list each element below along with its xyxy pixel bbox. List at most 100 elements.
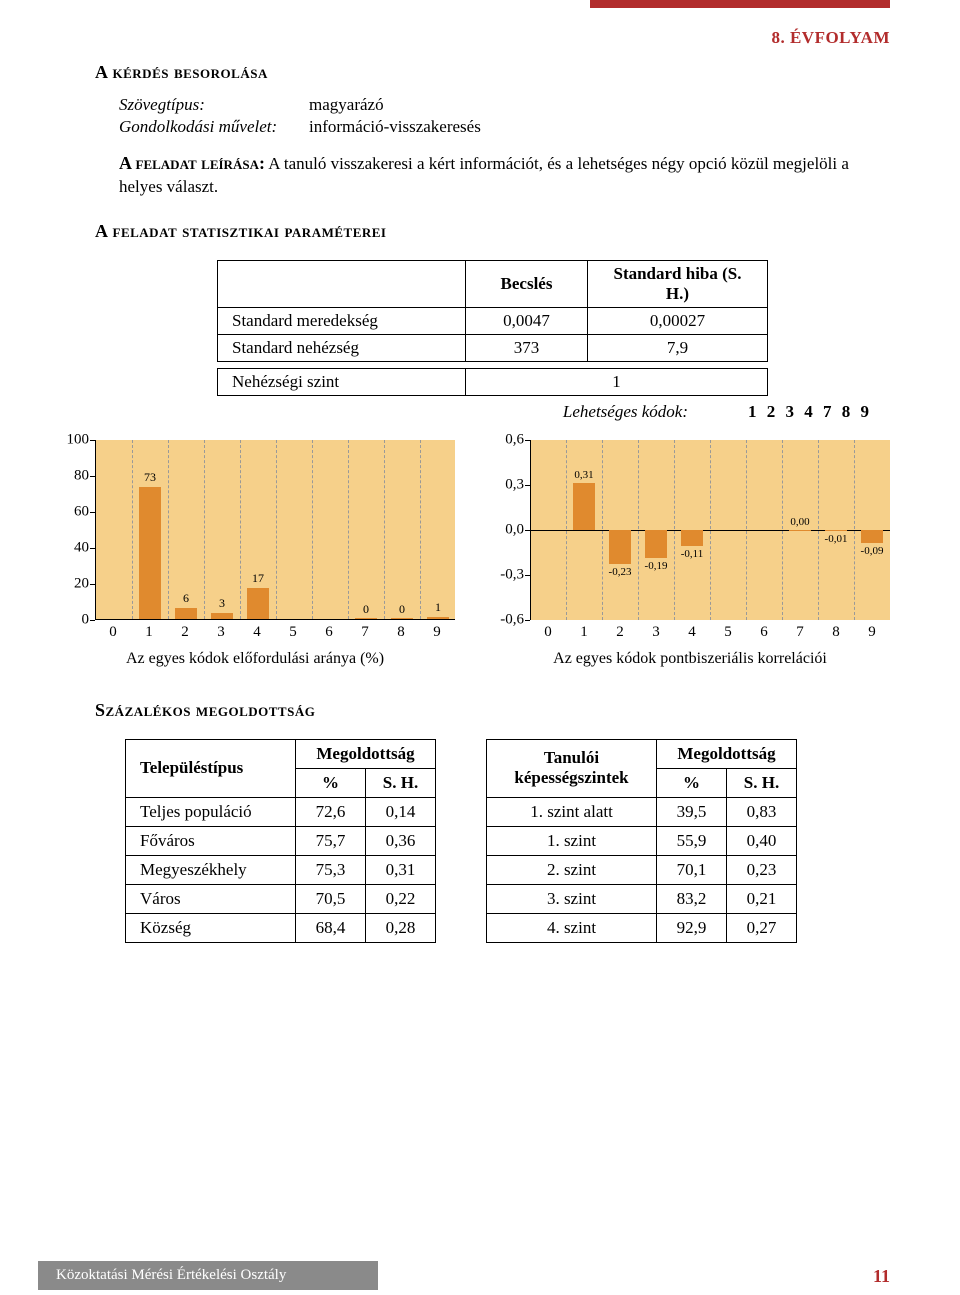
y-tick-label: 40 bbox=[74, 539, 89, 556]
codes-label: Lehetséges kódok: bbox=[563, 402, 688, 422]
x-tick-label: 8 bbox=[832, 624, 840, 641]
x-tick-label: 6 bbox=[325, 624, 333, 641]
cell-label: Község bbox=[126, 913, 296, 942]
tables-row: Településtípus Megoldottság % S. H. Telj… bbox=[125, 739, 890, 943]
cell-se: 0,31 bbox=[366, 855, 436, 884]
x-tick-label: 2 bbox=[616, 624, 624, 641]
bar-value-label: -0,09 bbox=[861, 545, 884, 557]
param-row0-se: 0,00027 bbox=[588, 307, 768, 334]
param-header-est: Becslés bbox=[466, 260, 588, 307]
param-row1-se: 7,9 bbox=[588, 334, 768, 361]
abil-h-group: Megoldottság bbox=[657, 739, 797, 768]
bar-value-label: 17 bbox=[252, 571, 264, 586]
cell-pct: 70,1 bbox=[657, 855, 727, 884]
x-tick-label: 9 bbox=[868, 624, 876, 641]
cell-se: 0,28 bbox=[366, 913, 436, 942]
cell-se: 0,40 bbox=[727, 826, 797, 855]
difficulty-table: Nehézségi szint 1 bbox=[217, 368, 768, 396]
x-tick-label: 1 bbox=[580, 624, 588, 641]
pct-title: Százalékos megoldottság bbox=[95, 700, 890, 721]
table-row: 1. szint alatt39,50,83 bbox=[487, 797, 797, 826]
bar bbox=[211, 613, 233, 618]
y-tick-label: 0 bbox=[82, 611, 90, 628]
abil-h-main: Tanulói képességszintek bbox=[487, 739, 657, 797]
chart-right-wrap: -0,6-0,30,00,30,60,31-0,23-0,19-0,110,00… bbox=[485, 440, 895, 668]
table-row: 1. szint55,90,40 bbox=[487, 826, 797, 855]
bar bbox=[139, 487, 161, 618]
bar-value-label: 0 bbox=[363, 602, 369, 617]
task-lead: A feladat leírása: bbox=[119, 153, 265, 173]
bar bbox=[609, 530, 631, 565]
cell-pct: 75,7 bbox=[296, 826, 366, 855]
meta-row-texttype: Szövegtípus: magyarázó bbox=[119, 95, 890, 115]
bar bbox=[681, 530, 703, 547]
param-row1-est: 373 bbox=[466, 334, 588, 361]
cell-label: 3. szint bbox=[487, 884, 657, 913]
x-tick-label: 6 bbox=[760, 624, 768, 641]
cell-label: 2. szint bbox=[487, 855, 657, 884]
cell-se: 0,21 bbox=[727, 884, 797, 913]
param-header-se: Standard hiba (S. H.) bbox=[588, 260, 768, 307]
bar-value-label: -0,19 bbox=[645, 560, 668, 572]
table-row: Község68,40,28 bbox=[126, 913, 436, 942]
x-tick-label: 2 bbox=[181, 624, 189, 641]
task-description: A feladat leírása: A tanuló visszakeresi… bbox=[119, 151, 890, 199]
cell-pct: 70,5 bbox=[296, 884, 366, 913]
table-row: Megyeszékhely75,30,31 bbox=[126, 855, 436, 884]
cell-se: 0,22 bbox=[366, 884, 436, 913]
y-tick-label: 0,0 bbox=[505, 521, 524, 538]
chart-left-wrap: 0204060801007363170010123456789 Az egyes… bbox=[55, 440, 455, 668]
charts-row: 0204060801007363170010123456789 Az egyes… bbox=[55, 440, 890, 668]
x-tick-label: 4 bbox=[253, 624, 261, 641]
settle-h-main: Településtípus bbox=[126, 739, 296, 797]
x-tick-label: 4 bbox=[688, 624, 696, 641]
cell-se: 0,23 bbox=[727, 855, 797, 884]
cell-pct: 92,9 bbox=[657, 913, 727, 942]
bar-value-label: 0,00 bbox=[790, 516, 809, 528]
y-tick-label: 60 bbox=[74, 503, 89, 520]
x-tick-label: 7 bbox=[361, 624, 369, 641]
table-row: Teljes populáció72,60,14 bbox=[126, 797, 436, 826]
difficulty-value: 1 bbox=[466, 368, 768, 395]
cell-se: 0,36 bbox=[366, 826, 436, 855]
cell-pct: 68,4 bbox=[296, 913, 366, 942]
cognitive-value: információ-visszakeresés bbox=[309, 117, 481, 137]
bar bbox=[861, 530, 883, 544]
chart-left-caption: Az egyes kódok előfordulási aránya (%) bbox=[126, 650, 384, 668]
x-tick-label: 3 bbox=[652, 624, 660, 641]
bar bbox=[573, 483, 595, 530]
bar bbox=[391, 618, 413, 619]
header-accent-bar bbox=[590, 0, 890, 8]
x-tick-label: 1 bbox=[145, 624, 153, 641]
x-tick-label: 0 bbox=[109, 624, 117, 641]
x-tick-label: 7 bbox=[796, 624, 804, 641]
cell-se: 0,14 bbox=[366, 797, 436, 826]
table-row: 4. szint92,90,27 bbox=[487, 913, 797, 942]
bar bbox=[645, 530, 667, 559]
bar bbox=[247, 588, 269, 619]
param-row1-label: Standard nehézség bbox=[218, 334, 466, 361]
cell-pct: 75,3 bbox=[296, 855, 366, 884]
footer-page-number: 11 bbox=[873, 1266, 890, 1287]
settlement-table: Településtípus Megoldottság % S. H. Telj… bbox=[125, 739, 436, 943]
codes-values: 1 2 3 4 7 8 9 bbox=[748, 402, 872, 422]
bar-value-label: 73 bbox=[144, 470, 156, 485]
settle-h-group: Megoldottság bbox=[296, 739, 436, 768]
bar bbox=[789, 530, 811, 531]
table-row: Város70,50,22 bbox=[126, 884, 436, 913]
cell-label: 1. szint alatt bbox=[487, 797, 657, 826]
settle-h-pct: % bbox=[296, 768, 366, 797]
param-row-1: Standard nehézség 373 7,9 bbox=[218, 334, 768, 361]
texttype-value: magyarázó bbox=[309, 95, 384, 115]
cell-label: Főváros bbox=[126, 826, 296, 855]
bar-value-label: 0 bbox=[399, 602, 405, 617]
bar-value-label: 6 bbox=[183, 591, 189, 606]
y-tick-label: -0,6 bbox=[500, 611, 524, 628]
table-row: Főváros75,70,36 bbox=[126, 826, 436, 855]
cell-label: Teljes populáció bbox=[126, 797, 296, 826]
cell-label: Város bbox=[126, 884, 296, 913]
bar-value-label: 1 bbox=[435, 600, 441, 615]
table-row: 3. szint83,20,21 bbox=[487, 884, 797, 913]
cell-label: Megyeszékhely bbox=[126, 855, 296, 884]
chart-left: 0204060801007363170010123456789 bbox=[55, 440, 455, 640]
